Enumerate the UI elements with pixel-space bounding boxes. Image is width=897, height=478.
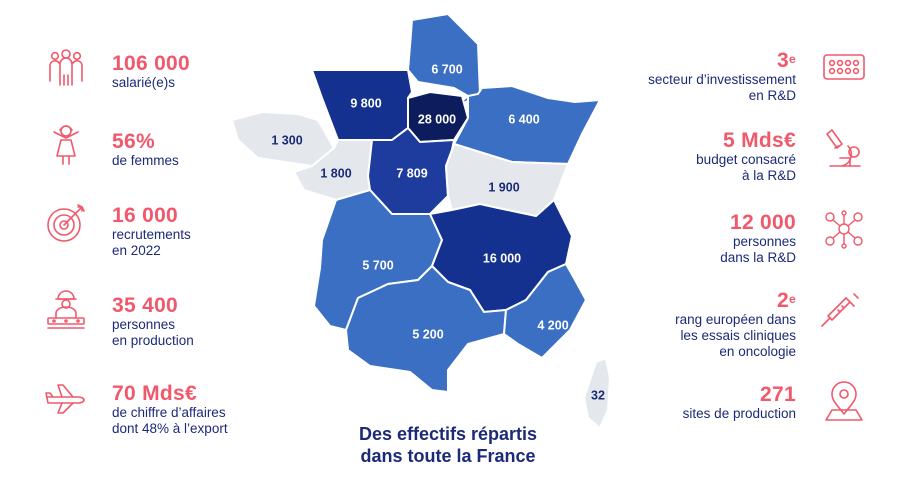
stat-value: 16 000 bbox=[112, 204, 179, 227]
microscope-icon bbox=[822, 126, 866, 170]
region-value-occitanie: 5 200 bbox=[412, 327, 443, 341]
stat-number: 3 bbox=[777, 49, 790, 72]
region-value-ile-de-france: 28 000 bbox=[418, 112, 456, 126]
stat-label: rang européen dans les essais cliniques … bbox=[675, 312, 796, 359]
stat-label: personnes dans la R&D bbox=[720, 234, 796, 265]
stat-label: personnes en production bbox=[112, 317, 194, 348]
region-value-provence-alpes-cote-dazur: 4 200 bbox=[537, 318, 568, 332]
stat-employees: 106 000 salarié(e)s bbox=[112, 53, 190, 91]
map-labels: 6 700 9 800 28 000 6 400 1 300 1 800 7 8… bbox=[271, 62, 605, 402]
pill-blister-icon bbox=[822, 45, 866, 89]
map-caption: Des effectifs répartis dans toute la Fra… bbox=[318, 423, 578, 467]
stat-revenue: 70 Mds€ de chiffre d’affaires dont 48% à… bbox=[112, 383, 228, 437]
stat-number: 2 bbox=[777, 289, 790, 312]
stat-recruitments: 16 000 recrutements en 2022 bbox=[112, 205, 191, 259]
region-value-auvergne-rhone-alpes: 16 000 bbox=[483, 251, 521, 265]
stat-rd-budget: 5 Mds€ budget consacré à la R&D bbox=[696, 130, 796, 184]
stat-label: de femmes bbox=[112, 153, 179, 168]
stat-value: 2e bbox=[675, 290, 796, 312]
stat-value: 12 000 bbox=[729, 211, 796, 234]
region-value-grand-est: 6 400 bbox=[508, 112, 539, 126]
ordinal-suffix: e bbox=[789, 52, 796, 66]
stat-label: sites de production bbox=[682, 406, 796, 421]
airplane-icon bbox=[44, 375, 88, 419]
stat-clinical-rank: 2e rang européen dans les essais cliniqu… bbox=[675, 290, 796, 360]
region-value-bretagne: 1 300 bbox=[271, 133, 302, 147]
stat-value: 3e bbox=[648, 50, 796, 72]
stat-value: 106 000 bbox=[112, 52, 191, 75]
region-value-pays-de-la-loire: 1 800 bbox=[320, 166, 351, 180]
stat-value: 5 Mds€ bbox=[723, 129, 796, 152]
stat-label: recrutements en 2022 bbox=[112, 227, 191, 258]
stat-production-sites: 271 sites de production bbox=[683, 384, 796, 422]
location-pin-icon bbox=[822, 380, 866, 424]
stat-label: secteur d’investissement en R&D bbox=[648, 72, 796, 103]
stat-value: 56% bbox=[112, 130, 155, 153]
region-value-nouvelle-aquitaine: 5 700 bbox=[362, 258, 393, 272]
map-regions bbox=[230, 12, 612, 430]
region-value-bourgogne-franche-comte: 1 900 bbox=[488, 180, 519, 194]
stat-label: budget consacré à la R&D bbox=[696, 152, 796, 183]
stat-rd-people: 12 000 personnes dans la R&D bbox=[720, 212, 796, 266]
stat-value: 271 bbox=[760, 383, 796, 406]
people-group-icon bbox=[44, 45, 88, 89]
stat-value: 70 Mds€ bbox=[112, 382, 197, 405]
region-occitanie bbox=[344, 264, 508, 394]
target-icon bbox=[44, 201, 88, 245]
region-value-hauts-de-france: 6 700 bbox=[431, 62, 462, 76]
production-worker-icon bbox=[44, 288, 88, 332]
stat-production: 35 400 personnes en production bbox=[112, 295, 194, 349]
woman-icon bbox=[44, 122, 88, 166]
stat-women: 56% de femmes bbox=[112, 131, 179, 169]
caption-text: Des effectifs répartis dans toute la Fra… bbox=[358, 424, 538, 466]
syringe-icon bbox=[818, 290, 862, 334]
ordinal-suffix: e bbox=[789, 292, 796, 306]
region-provence-alpes-cote-dazur bbox=[502, 262, 588, 360]
stat-investment-rank: 3e secteur d’investissement en R&D bbox=[648, 50, 796, 104]
stat-label: salarié(e)s bbox=[112, 75, 176, 90]
stat-label: de chiffre d’affaires dont 48% à l’expor… bbox=[112, 405, 228, 436]
region-value-centre-val-de-loire: 7 809 bbox=[396, 166, 427, 180]
stat-value: 35 400 bbox=[112, 294, 179, 317]
region-value-corse: 32 bbox=[591, 388, 605, 402]
france-map: 6 700 9 800 28 000 6 400 1 300 1 800 7 8… bbox=[230, 12, 612, 430]
network-people-icon bbox=[822, 207, 866, 251]
region-value-normandie: 9 800 bbox=[350, 96, 381, 110]
region-corse bbox=[582, 356, 612, 430]
